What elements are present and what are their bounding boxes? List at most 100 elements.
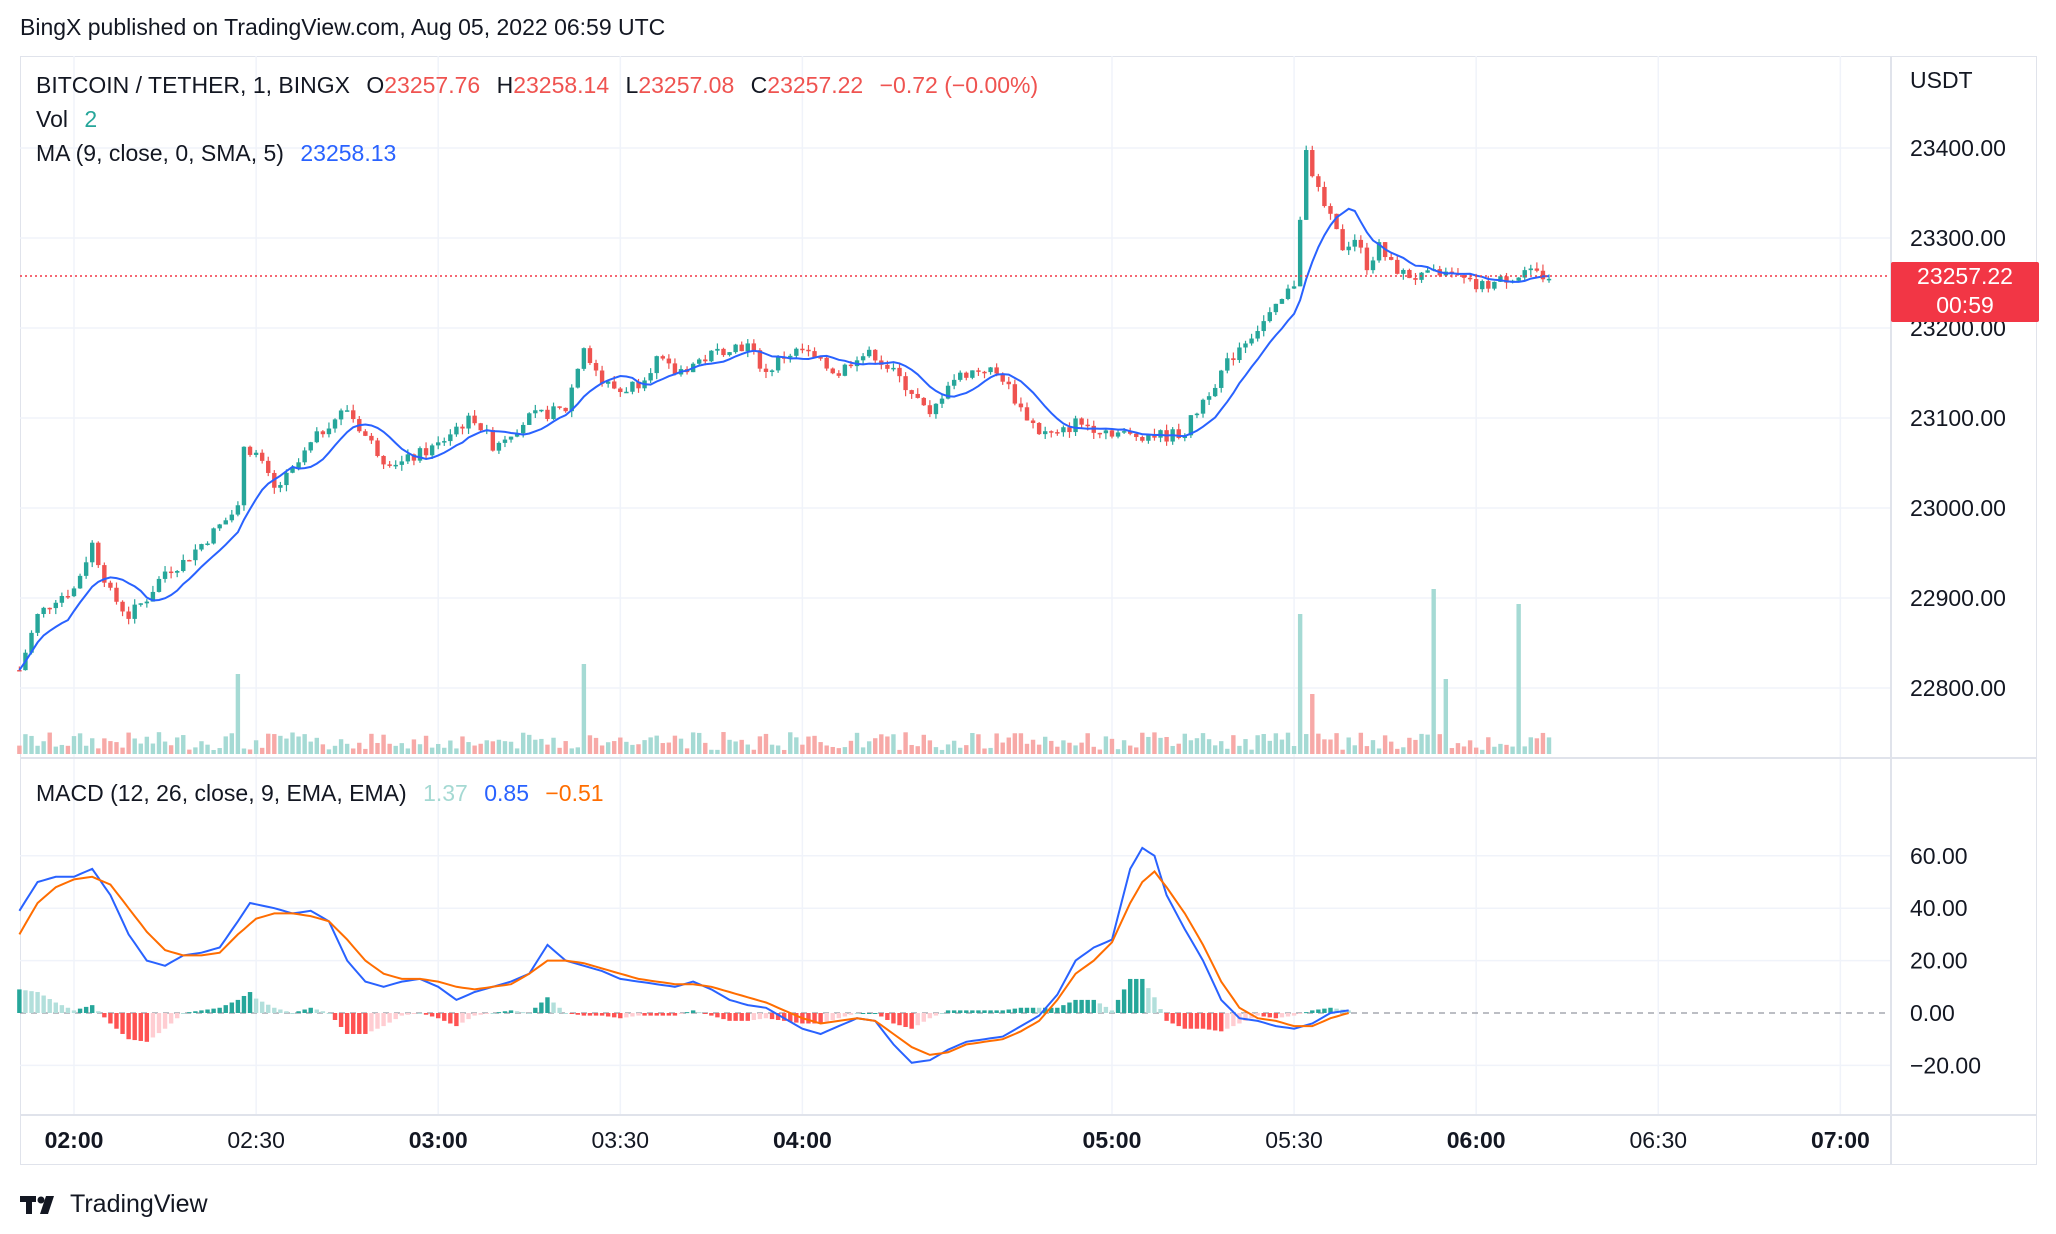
footer-brand[interactable]: TradingView: [70, 1190, 208, 1218]
candle-body: [1255, 331, 1260, 339]
volume-bar: [1461, 746, 1467, 754]
candle-body: [733, 344, 738, 353]
symbol-label[interactable]: BITCOIN / TETHER, 1, BINGX: [36, 72, 350, 98]
volume-bar: [1170, 745, 1175, 754]
volume-bar: [727, 739, 732, 754]
volume-bar: [818, 742, 823, 754]
macd-hist-bar: [672, 1013, 678, 1016]
volume-bar: [205, 744, 210, 754]
candle-body: [666, 358, 672, 364]
volume-bar: [1121, 740, 1127, 754]
macd-hist-bar: [144, 1013, 150, 1042]
candle-body: [17, 670, 22, 672]
volume-label[interactable]: Vol: [36, 106, 68, 132]
candle-body: [1061, 427, 1066, 433]
volume-bar: [775, 745, 781, 754]
candle-body: [769, 370, 775, 372]
candle-body: [1492, 281, 1497, 289]
ma-label[interactable]: MA (9, close, 0, SMA, 5): [36, 140, 284, 166]
candle-body: [247, 446, 253, 455]
candle-body: [848, 364, 854, 367]
macd-hist-bar: [757, 1013, 763, 1020]
currency-label[interactable]: USDT: [1910, 67, 1973, 93]
candle-body: [29, 632, 34, 653]
candle-body: [721, 348, 726, 356]
time-tick-label: 02:30: [227, 1127, 285, 1153]
macd-label[interactable]: MACD (12, 26, close, 9, EMA, EMA): [36, 780, 407, 806]
volume-bar: [490, 741, 496, 754]
macd-hist-value: 1.37: [423, 780, 468, 806]
volume-bar: [23, 734, 28, 754]
volume-bar: [132, 738, 137, 754]
volume-bar: [964, 745, 969, 754]
macd-hist-bar: [357, 1013, 362, 1034]
candle-body: [1473, 279, 1479, 290]
volume-value: 2: [84, 106, 98, 132]
volume-bar: [1073, 745, 1078, 754]
candle-body: [1109, 430, 1115, 437]
volume-bar: [618, 737, 623, 754]
volume-bar: [1079, 742, 1084, 754]
candle-body: [587, 348, 593, 364]
volume-bar: [478, 743, 483, 754]
volume-bar: [1407, 737, 1412, 754]
candle-body: [199, 544, 204, 550]
volume-bar: [1358, 732, 1364, 754]
macd-hist-bar: [1328, 1007, 1333, 1013]
volume-bar: [508, 741, 514, 754]
price-tick-label: 23100.00: [1910, 405, 2006, 431]
macd-hist-bar: [369, 1013, 374, 1032]
macd-signal-value: −0.51: [545, 780, 604, 806]
candle-body: [77, 575, 83, 589]
volume-bar: [1522, 746, 1527, 754]
volume-bar: [59, 744, 65, 754]
macd-hist-bar: [223, 1005, 228, 1013]
volume-bar: [168, 745, 174, 754]
macd-hist-bar: [363, 1013, 368, 1034]
volume-bar: [1486, 737, 1491, 754]
macd-hist-bar: [533, 1007, 538, 1013]
volume-bar: [866, 741, 872, 754]
candle-body: [508, 436, 514, 440]
candle-body: [533, 410, 538, 414]
candle-body: [788, 355, 793, 358]
macd-hist-bar: [162, 1013, 168, 1029]
macd-hist-bar: [102, 1013, 107, 1018]
time-tick-label: 03:00: [409, 1127, 468, 1153]
volume-bar: [1249, 749, 1254, 754]
volume-bar: [1261, 733, 1266, 754]
macd-hist-bar: [593, 1013, 599, 1016]
candle-body: [1528, 268, 1533, 271]
candle-body: [205, 543, 210, 545]
macd-hist-bar: [181, 1013, 186, 1014]
candle-body: [211, 528, 216, 544]
candle-body: [703, 359, 708, 362]
macd-hist-bar: [1030, 1007, 1036, 1013]
volume-bar: [338, 739, 344, 754]
volume-bar: [897, 749, 902, 754]
candle-body: [1413, 278, 1418, 280]
macd-hist-bar: [1121, 989, 1127, 1013]
macd-hist-bar: [636, 1013, 641, 1016]
macd-hist-bar: [1310, 1010, 1315, 1013]
macd-hist-bar: [272, 1007, 277, 1013]
macd-hist-bar: [666, 1013, 672, 1016]
candle-body: [951, 379, 957, 386]
volume-bar: [612, 741, 617, 754]
volume-bar: [229, 733, 235, 754]
volume-bar: [520, 732, 526, 754]
price-tick-label: 23300.00: [1910, 225, 2006, 251]
volume-bar: [769, 744, 775, 754]
macd-hist-bar: [284, 1011, 289, 1013]
macd-hist-bar: [1297, 1013, 1303, 1014]
macd-hist-bar: [247, 992, 253, 1013]
macd-hist-bar: [1158, 1009, 1163, 1013]
volume-bar: [284, 738, 289, 754]
candle-body: [393, 464, 398, 467]
chart-frame[interactable]: [20, 56, 2037, 1165]
tradingview-logo-icon[interactable]: [20, 1194, 60, 1216]
close-value: 23257.22: [767, 72, 864, 98]
candle-body: [1346, 246, 1351, 251]
volume-bar: [1285, 732, 1291, 754]
